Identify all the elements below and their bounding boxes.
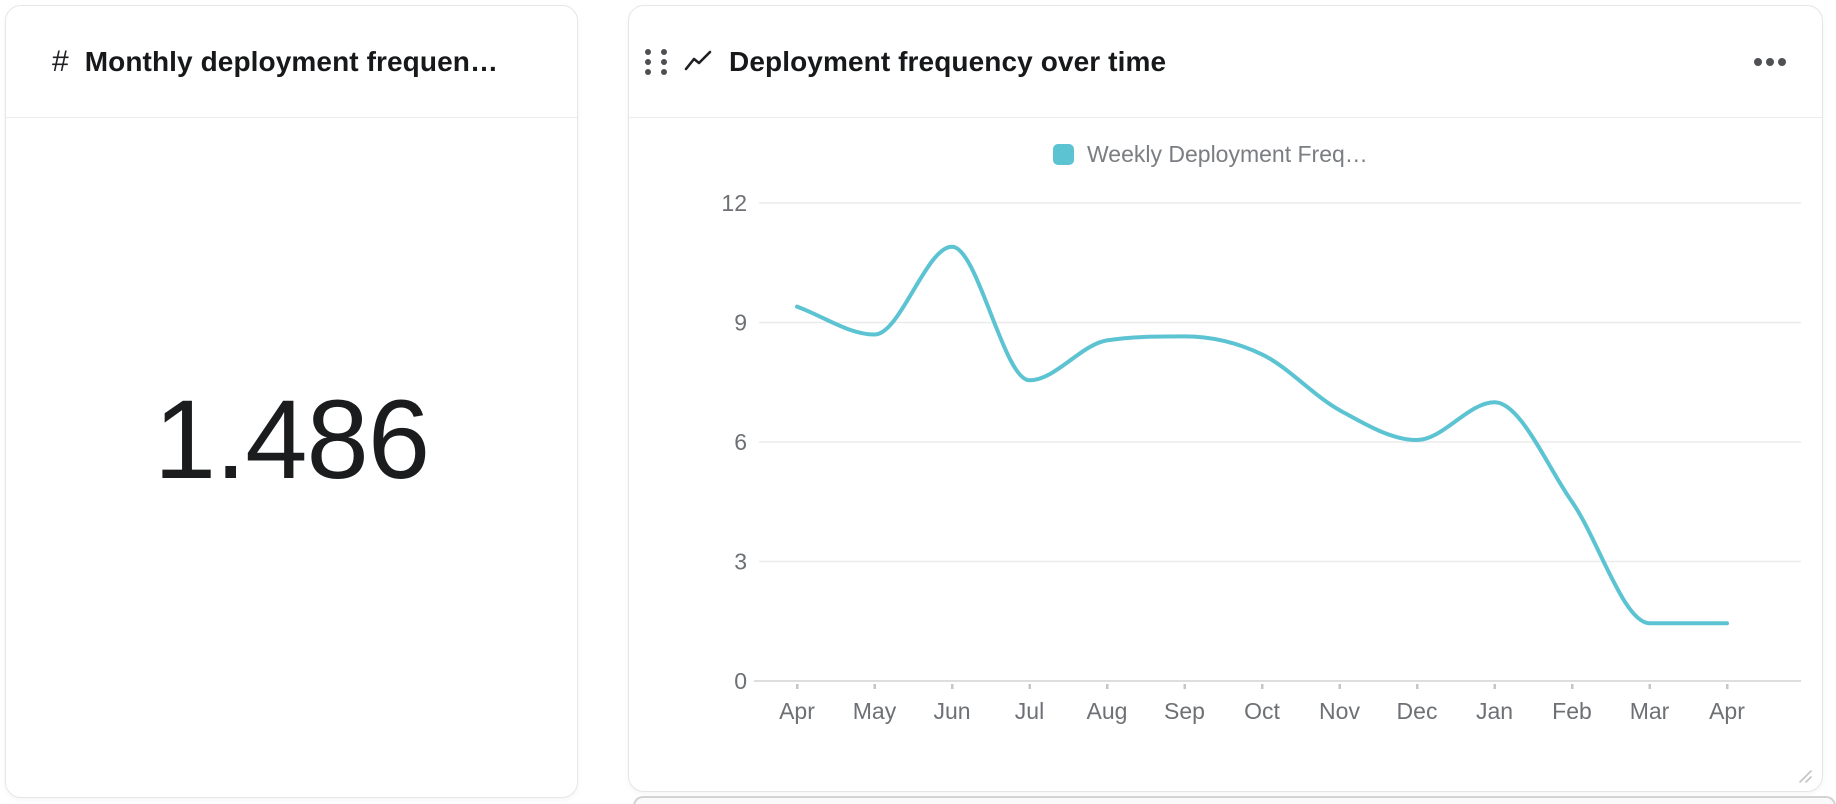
y-tick-label-0: 0 bbox=[734, 668, 747, 694]
x-tick-mark-4 bbox=[1106, 684, 1109, 689]
x-tick-label-8: Dec bbox=[1397, 698, 1438, 724]
stat-card-monthly-deployment-frequency: # Monthly deployment frequen… 1.486 bbox=[5, 5, 578, 798]
stat-card-title: Monthly deployment frequen… bbox=[84, 45, 499, 77]
y-tick-label-12: 12 bbox=[721, 190, 747, 216]
chart-card-title: Deployment frequency over time bbox=[729, 45, 1167, 77]
stat-card-header: # Monthly deployment frequen… bbox=[6, 6, 577, 118]
x-tick-label-3: Jul bbox=[1015, 698, 1044, 724]
x-tick-mark-11 bbox=[1648, 684, 1651, 689]
x-tick-mark-0 bbox=[796, 684, 799, 689]
ellipsis-menu-button[interactable] bbox=[1752, 48, 1788, 76]
x-tick-label-9: Jan bbox=[1476, 698, 1513, 724]
x-tick-label-11: Mar bbox=[1630, 698, 1670, 724]
x-tick-mark-7 bbox=[1338, 684, 1341, 689]
chart-card-header: Deployment frequency over time bbox=[629, 6, 1822, 118]
deployment-frequency-chart: 0 3 6 9 12 Apr May Jun Jul Aug Sep Oct Nov Dec Jan Feb M… bbox=[721, 141, 1801, 724]
x-tick-label-12: Apr bbox=[1709, 698, 1745, 724]
x-tick-label-4: Aug bbox=[1087, 698, 1128, 724]
x-tick-label-6: Oct bbox=[1244, 698, 1280, 724]
x-tick-mark-12 bbox=[1726, 684, 1729, 689]
line-chart-icon bbox=[684, 50, 712, 70]
x-tick-mark-8 bbox=[1416, 684, 1419, 689]
legend-label[interactable]: Weekly Deployment Freq… bbox=[1087, 141, 1368, 167]
legend-swatch[interactable] bbox=[1053, 144, 1074, 165]
x-tick-label-1: May bbox=[853, 698, 897, 724]
y-tick-label-9: 9 bbox=[734, 310, 747, 336]
x-tick-mark-10 bbox=[1571, 684, 1574, 689]
x-tick-mark-2 bbox=[951, 684, 954, 689]
x-tick-mark-6 bbox=[1261, 684, 1264, 689]
stat-value: 1.486 bbox=[153, 377, 430, 502]
chart-card-deployment-frequency: Deployment frequency over time 0 3 6 9 12 Apr… bbox=[628, 5, 1823, 792]
x-tick-mark-3 bbox=[1028, 684, 1031, 689]
x-tick-label-5: Sep bbox=[1164, 698, 1205, 724]
y-tick-label-6: 6 bbox=[734, 429, 747, 455]
chart-area: 0 3 6 9 12 Apr May Jun Jul Aug Sep Oct Nov Dec Jan Feb M… bbox=[629, 119, 1821, 791]
next-widget-top-edge bbox=[633, 796, 1836, 804]
resize-corner-icon[interactable] bbox=[1794, 765, 1816, 787]
series-line-weekly-deployment-freq bbox=[795, 244, 1729, 626]
number-stat-icon: # bbox=[52, 44, 69, 78]
x-tick-label-7: Nov bbox=[1319, 698, 1360, 724]
x-tick-mark-9 bbox=[1493, 684, 1496, 689]
x-tick-mark-5 bbox=[1183, 684, 1186, 689]
x-tick-label-2: Jun bbox=[933, 698, 970, 724]
x-tick-mark-1 bbox=[873, 684, 876, 689]
x-tick-label-0: Apr bbox=[779, 698, 815, 724]
y-tick-label-3: 3 bbox=[734, 549, 747, 575]
x-tick-label-10: Feb bbox=[1552, 698, 1592, 724]
drag-handle-icon[interactable] bbox=[643, 45, 669, 79]
